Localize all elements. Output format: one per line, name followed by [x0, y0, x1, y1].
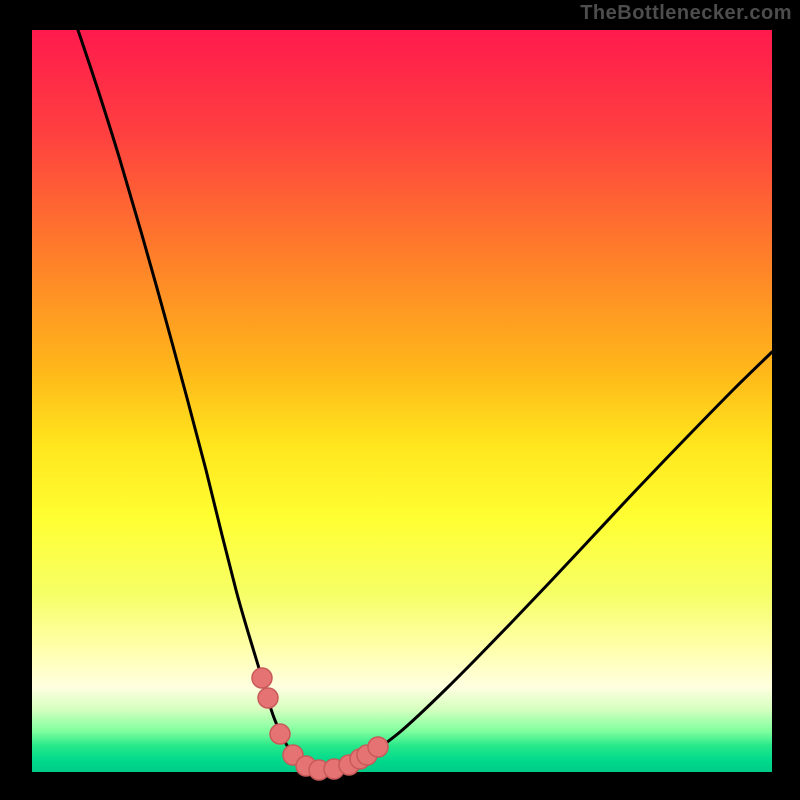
- curve-marker: [252, 668, 272, 688]
- gradient-background: [32, 30, 772, 772]
- curve-marker: [258, 688, 278, 708]
- chart-svg: [0, 0, 800, 800]
- image-frame: TheBottlenecker.com: [0, 0, 800, 800]
- curve-marker: [368, 737, 388, 757]
- curve-marker: [270, 724, 290, 744]
- watermark-text: TheBottlenecker.com: [580, 2, 792, 25]
